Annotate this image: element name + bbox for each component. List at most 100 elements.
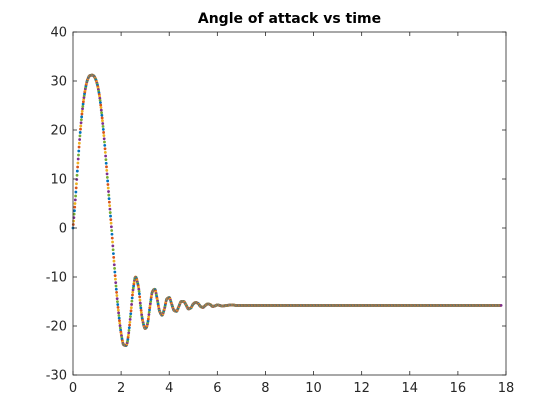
x-tick-label: 14 — [402, 381, 419, 396]
data-point — [79, 127, 82, 131]
data-point — [81, 102, 85, 106]
data-point — [118, 319, 121, 323]
data-point — [77, 149, 81, 153]
data-point — [126, 335, 130, 339]
data-point — [77, 153, 80, 157]
data-point — [128, 318, 132, 321]
data-point — [105, 176, 109, 179]
data-point — [73, 205, 77, 209]
y-tick-label: 0 — [59, 222, 67, 237]
data-point — [106, 179, 110, 183]
data-point — [99, 103, 103, 107]
data-point — [114, 287, 118, 291]
x-tick-label: 0 — [69, 381, 77, 396]
data-point — [112, 263, 116, 267]
data-point — [105, 172, 109, 176]
data-point — [101, 128, 105, 131]
data-point — [76, 165, 80, 169]
data-point — [106, 186, 110, 190]
data-point — [140, 311, 143, 315]
data-point — [114, 281, 118, 285]
y-tick-label: 40 — [50, 26, 67, 41]
data-point — [103, 143, 107, 147]
data-point — [146, 317, 150, 321]
data-point — [148, 308, 151, 312]
data-point — [102, 134, 106, 137]
axes-layer: 0 2 4 6 8 10 12 14 16 18 -30 -20 -10 0 10 20 30 40 — [46, 26, 515, 397]
data-point — [114, 284, 118, 288]
data-point — [127, 333, 130, 337]
data-point — [78, 138, 82, 141]
data-point — [106, 183, 110, 186]
data-point — [77, 141, 81, 145]
data-point — [98, 96, 102, 100]
data-point — [79, 121, 83, 125]
data-point — [138, 301, 142, 305]
data-point — [75, 178, 79, 181]
x-tick-label: 18 — [498, 381, 515, 396]
data-point — [137, 289, 141, 293]
data-point — [108, 207, 112, 211]
data-point — [116, 306, 120, 309]
chart-title: Angle of attack vs time — [198, 11, 381, 27]
data-point — [129, 306, 133, 310]
data-point — [129, 315, 132, 318]
data-point — [148, 304, 152, 308]
data-point — [137, 287, 141, 291]
data-point — [117, 311, 121, 315]
data-point — [75, 182, 78, 186]
data-point — [115, 297, 119, 301]
data-point — [74, 194, 77, 198]
data-point — [139, 306, 143, 310]
data-point — [104, 154, 108, 158]
data-point — [126, 337, 130, 341]
data-point — [112, 259, 116, 263]
data-point — [77, 145, 81, 149]
data-point — [107, 190, 110, 193]
data-point — [107, 200, 111, 204]
data-point — [112, 255, 116, 259]
data-point — [118, 326, 122, 330]
data-point — [73, 202, 77, 205]
y-tick-label: 20 — [50, 124, 67, 139]
data-point — [117, 316, 121, 320]
y-tick-label: 10 — [50, 173, 67, 188]
data-point — [99, 101, 102, 105]
data-point — [79, 118, 83, 122]
data-point — [149, 297, 153, 301]
axes-box — [72, 31, 507, 376]
data-point — [111, 244, 115, 248]
data-point — [139, 304, 142, 307]
y-tick-label: 30 — [50, 75, 67, 90]
data-point — [72, 212, 76, 216]
x-tick-label: 16 — [450, 381, 467, 396]
data-point — [108, 211, 112, 214]
data-point — [127, 328, 131, 332]
data-point — [147, 313, 151, 316]
data-point — [115, 291, 118, 294]
data-point — [129, 312, 133, 316]
data-point — [80, 115, 84, 119]
data-point — [103, 150, 107, 154]
data-point — [82, 98, 86, 101]
data-point — [117, 314, 121, 317]
data-point — [105, 165, 108, 169]
data-point — [118, 321, 122, 325]
data-point — [107, 197, 111, 201]
data-point — [74, 190, 78, 194]
data-point — [130, 299, 134, 303]
data-point — [79, 124, 83, 128]
x-tick-label: 6 — [213, 381, 221, 396]
data-point — [110, 229, 114, 232]
data-point — [130, 303, 134, 306]
data-point — [147, 315, 151, 319]
data-point — [73, 198, 77, 202]
data-point — [148, 302, 152, 306]
data-point — [75, 169, 79, 173]
data-point — [113, 270, 117, 274]
data-point — [131, 293, 134, 297]
data-point — [116, 303, 120, 306]
data-point — [74, 186, 78, 190]
data-point — [127, 326, 131, 330]
